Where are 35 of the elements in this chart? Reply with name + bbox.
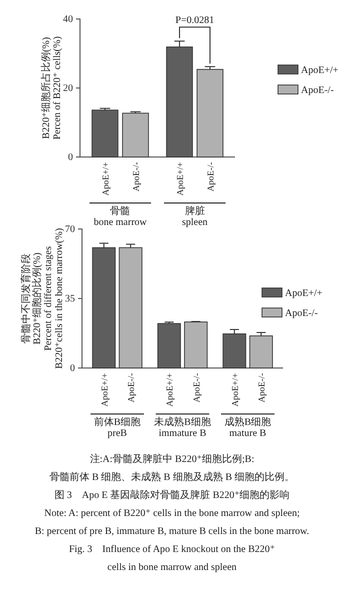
y-tick-label: 70 [65, 224, 75, 236]
x-tick-label: 骨髓 bone marrow [94, 205, 148, 228]
legend-label: ApoE+/+ [285, 288, 323, 299]
y-tick-label: 20 [63, 83, 73, 94]
text: ApoE+/+ [175, 162, 186, 196]
x-tick-label: 前体B细胞 preB [94, 416, 141, 439]
text: ApoE+/+ [100, 162, 110, 196]
text: ApoE+/+ [164, 373, 175, 407]
text: ApoE-/- [126, 373, 136, 402]
y-axis-title: 骨髓中不同发育阶段 B220⁺细胞的比例(%) Percent of different stages B220⁺cells in the bone marrow(%) [20, 228, 65, 369]
y-axis-title: B220⁺细胞所占比例(%) Percen of B220⁺ cells(%) [40, 36, 63, 140]
x-tick-label: 成熟B细胞 mature B [224, 416, 272, 439]
legend-label: ApoE+/+ [301, 65, 339, 76]
text: cells in bone marrow and spleen [107, 562, 237, 573]
caption: 图 3 Apo E 基因敲除对骨髓及脾脏 B220⁺细胞的影响 [54, 489, 290, 501]
legend-label: ApoE-/- [285, 308, 318, 319]
text: ApoE+/+ [99, 373, 110, 407]
legend-label: ApoE-/- [301, 85, 334, 96]
text: 骨髓前体 B 细胞、未成熟 B 细胞及成熟 B 细胞的比例。 [49, 471, 295, 483]
annotation: P=0.0281 [175, 15, 214, 26]
text: B: percent of pre B, immature B, mature B cells in the bone marrow. [34, 526, 310, 537]
text: ApoE-/- [256, 373, 267, 402]
text: Note: A: percent of B220⁺ cells in the bone marrow and spleen; [44, 508, 300, 519]
y-tick-label: 40 [63, 14, 73, 26]
y-tick-label: 35 [65, 294, 75, 305]
caption: Fig. 3 Influence of Apo E knockout on the B220⁺ [68, 544, 276, 555]
text: ApoE-/- [206, 162, 216, 192]
y-tick-label: 0 [68, 152, 73, 164]
text: ApoE-/- [130, 162, 141, 192]
text: ApoE-/- [191, 373, 202, 402]
text: ApoE+/+ [230, 373, 240, 407]
x-tick-label: 脾脏 spleen [182, 205, 208, 228]
text: 注:A:骨髓及脾脏中 B220⁺细胞比例;B: [90, 453, 254, 465]
y-tick-label: 0 [70, 363, 75, 374]
x-tick-label: 未成熟B细胞 immature B [154, 416, 211, 439]
